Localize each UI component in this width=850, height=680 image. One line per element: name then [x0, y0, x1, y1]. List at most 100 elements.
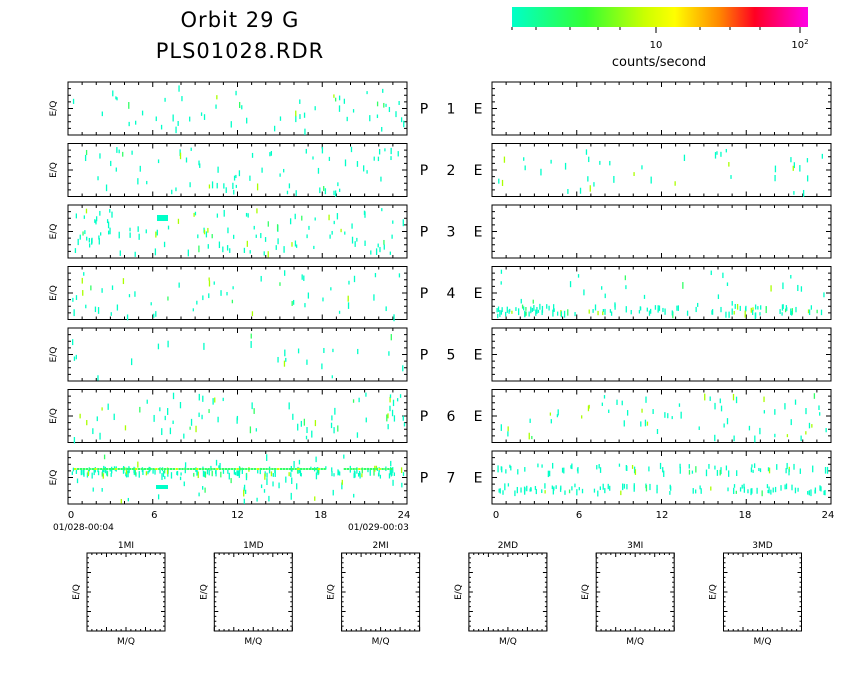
data-point: [331, 415, 333, 421]
data-point: [243, 484, 246, 490]
data-point: [728, 470, 730, 477]
data-point: [202, 486, 204, 490]
data-point: [823, 490, 825, 495]
data-point: [139, 406, 141, 413]
data-point: [73, 309, 75, 317]
data-point: [315, 456, 317, 463]
data-point: [344, 231, 346, 235]
panel-right-row-3: [491, 204, 832, 259]
data-point: [567, 309, 569, 316]
data-point: [347, 295, 349, 302]
data-point: [307, 292, 310, 299]
data-point: [790, 308, 792, 315]
data-point: [645, 396, 647, 403]
data-point: [357, 348, 359, 355]
data-point: [499, 309, 501, 317]
data-point: [208, 184, 211, 189]
data-point: [150, 302, 152, 306]
data-point: [163, 241, 166, 248]
data-point: [269, 152, 271, 157]
data-point: [236, 417, 238, 424]
data-point: [604, 293, 606, 299]
data-point: [255, 428, 257, 432]
data-point: [774, 486, 777, 493]
data-point: [759, 312, 761, 316]
data-point: [400, 467, 403, 473]
data-point: [304, 128, 306, 135]
ylabel-left-1: E/Q: [49, 101, 59, 117]
mass-panel-xlabel: M/Q: [626, 637, 644, 647]
data-point: [148, 466, 150, 473]
data-point: [106, 471, 109, 477]
data-point: [211, 470, 213, 477]
data-point: [714, 402, 716, 410]
data-point: [823, 292, 825, 298]
data-point: [259, 467, 261, 475]
data-point: [390, 334, 392, 341]
data-point: [352, 109, 355, 113]
row-label-e: E: [474, 163, 483, 179]
data-point: [82, 231, 84, 236]
data-point: [244, 489, 247, 494]
data-point: [654, 305, 657, 310]
mass-panels: 1MI M/Q E/Q 1MD M/Q E/Q 2MI M/Q E/Q 2MD M/Q E/Q 3MI M…: [72, 541, 802, 647]
mass-panel-xlabel: M/Q: [499, 637, 517, 647]
panel-left-row-1: E/Q: [49, 81, 408, 136]
plot-subtitle: PLS01028.RDR: [155, 39, 325, 63]
data-point: [601, 286, 603, 290]
data-point: [722, 272, 724, 279]
data-point: [603, 395, 606, 399]
data-point: [544, 483, 546, 489]
data-point: [101, 407, 103, 411]
data-point: [155, 311, 157, 317]
data-point: [279, 282, 281, 286]
data-point: [94, 306, 97, 313]
xtick-right-6: 6: [576, 510, 582, 521]
data-point: [203, 342, 205, 350]
data-point: [233, 175, 236, 181]
panel-right-ticks: [491, 389, 832, 443]
xtick-left-24: 24: [398, 510, 411, 521]
data-point: [633, 172, 635, 176]
data-point: [633, 466, 636, 474]
data-point: [77, 238, 79, 246]
data-point: [81, 277, 83, 284]
data-point: [256, 183, 259, 191]
data-point: [204, 471, 207, 478]
data-point: [588, 309, 590, 314]
data-point: [205, 231, 208, 238]
data-point: [649, 483, 651, 491]
data-point: [97, 307, 100, 314]
data-point: [179, 152, 182, 160]
data-point: [529, 488, 531, 492]
data-point: [539, 303, 541, 310]
data-point: [507, 426, 509, 432]
colorbar-tick-label-100: 102: [791, 38, 808, 51]
data-point: [363, 165, 365, 172]
mass-panel-3mi: 3MI M/Q E/Q: [581, 541, 675, 647]
data-point: [227, 227, 229, 234]
data-point: [172, 420, 174, 425]
data-point: [398, 273, 401, 278]
data-point: [717, 294, 720, 300]
data-point: [370, 250, 372, 255]
data-point: [198, 160, 200, 166]
data-point: [403, 422, 406, 427]
data-point: [816, 309, 818, 314]
panel-right-ticks: [491, 450, 832, 505]
data-point: [93, 468, 95, 476]
data-point: [212, 398, 214, 405]
data-point: [793, 162, 795, 169]
data-point: [790, 274, 792, 279]
data-point: [272, 481, 274, 487]
data-point: [145, 471, 148, 476]
data-point: [752, 307, 754, 312]
data-point: [292, 299, 295, 305]
data-point: [278, 482, 280, 489]
data-point: [73, 356, 76, 361]
mass-panel-title: 3MD: [752, 541, 772, 551]
data-point: [568, 489, 571, 494]
data-point: [714, 465, 716, 470]
data-point: [351, 236, 354, 244]
data-point: [256, 208, 258, 214]
